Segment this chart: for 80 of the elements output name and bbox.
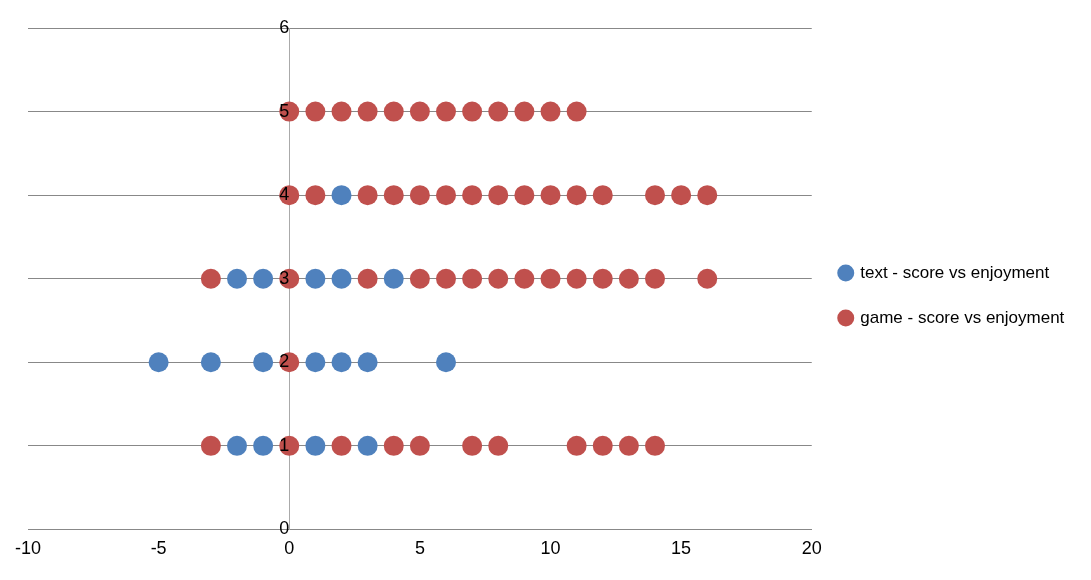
point (645, 268, 665, 289)
point (357, 268, 378, 289)
y-tick-label: 6 (279, 16, 290, 37)
point (383, 185, 404, 206)
point (462, 101, 483, 122)
point (357, 352, 378, 373)
y-tick-label: 2 (279, 351, 290, 372)
point (540, 101, 561, 122)
point (436, 268, 456, 289)
point (305, 268, 326, 289)
point (253, 435, 274, 456)
point (697, 185, 718, 206)
point (436, 101, 456, 122)
point (566, 435, 587, 456)
point (488, 268, 509, 289)
point (305, 185, 326, 206)
point (645, 435, 665, 456)
point (462, 268, 483, 289)
y-tick-label: 1 (279, 434, 290, 455)
point (462, 185, 483, 206)
point (436, 352, 456, 373)
point (331, 352, 352, 373)
x-tick-label: 15 (671, 538, 692, 559)
point (592, 268, 613, 289)
point (592, 185, 613, 206)
point (383, 268, 404, 289)
point (566, 101, 587, 122)
x-tick-label: 20 (801, 538, 822, 559)
point (383, 435, 404, 456)
point (383, 101, 404, 122)
point (514, 185, 535, 206)
point (357, 185, 378, 206)
point (697, 268, 718, 289)
x-tick-label: 5 (414, 538, 425, 559)
point (488, 101, 509, 122)
point (357, 101, 378, 122)
point (200, 268, 221, 289)
point (488, 185, 509, 206)
y-tick-label: 5 (279, 100, 290, 121)
point (645, 185, 665, 206)
point (305, 352, 326, 373)
x-tick-label: 10 (540, 538, 561, 559)
y-tick-label: 0 (279, 518, 290, 539)
legend-label: text - score vs enjoyment (860, 262, 1050, 282)
y-tick-label: 3 (279, 267, 290, 288)
point (514, 268, 535, 289)
point (200, 352, 221, 373)
point (436, 185, 456, 206)
point (200, 435, 221, 456)
point (462, 435, 483, 456)
x-tick-label: -5 (150, 538, 167, 559)
point (357, 435, 378, 456)
x-tick-label: -10 (14, 538, 42, 559)
point (253, 268, 274, 289)
point (409, 185, 430, 206)
point (514, 101, 535, 122)
point (305, 101, 326, 122)
point (253, 352, 274, 373)
point (566, 185, 587, 206)
point (540, 268, 561, 289)
point (409, 101, 430, 122)
point (618, 268, 639, 289)
point (331, 435, 352, 456)
point (671, 185, 692, 206)
point (227, 268, 247, 289)
point (331, 101, 352, 122)
point (540, 185, 561, 206)
point (148, 352, 169, 373)
point (331, 268, 352, 289)
point (592, 435, 613, 456)
point (331, 185, 352, 206)
point (566, 268, 587, 289)
point (227, 435, 247, 456)
point (618, 435, 639, 456)
point (488, 435, 509, 456)
legend-label: game - score vs enjoyment (860, 307, 1065, 327)
y-tick-label: 4 (279, 184, 290, 205)
point (305, 435, 326, 456)
point (409, 268, 430, 289)
point (409, 435, 430, 456)
